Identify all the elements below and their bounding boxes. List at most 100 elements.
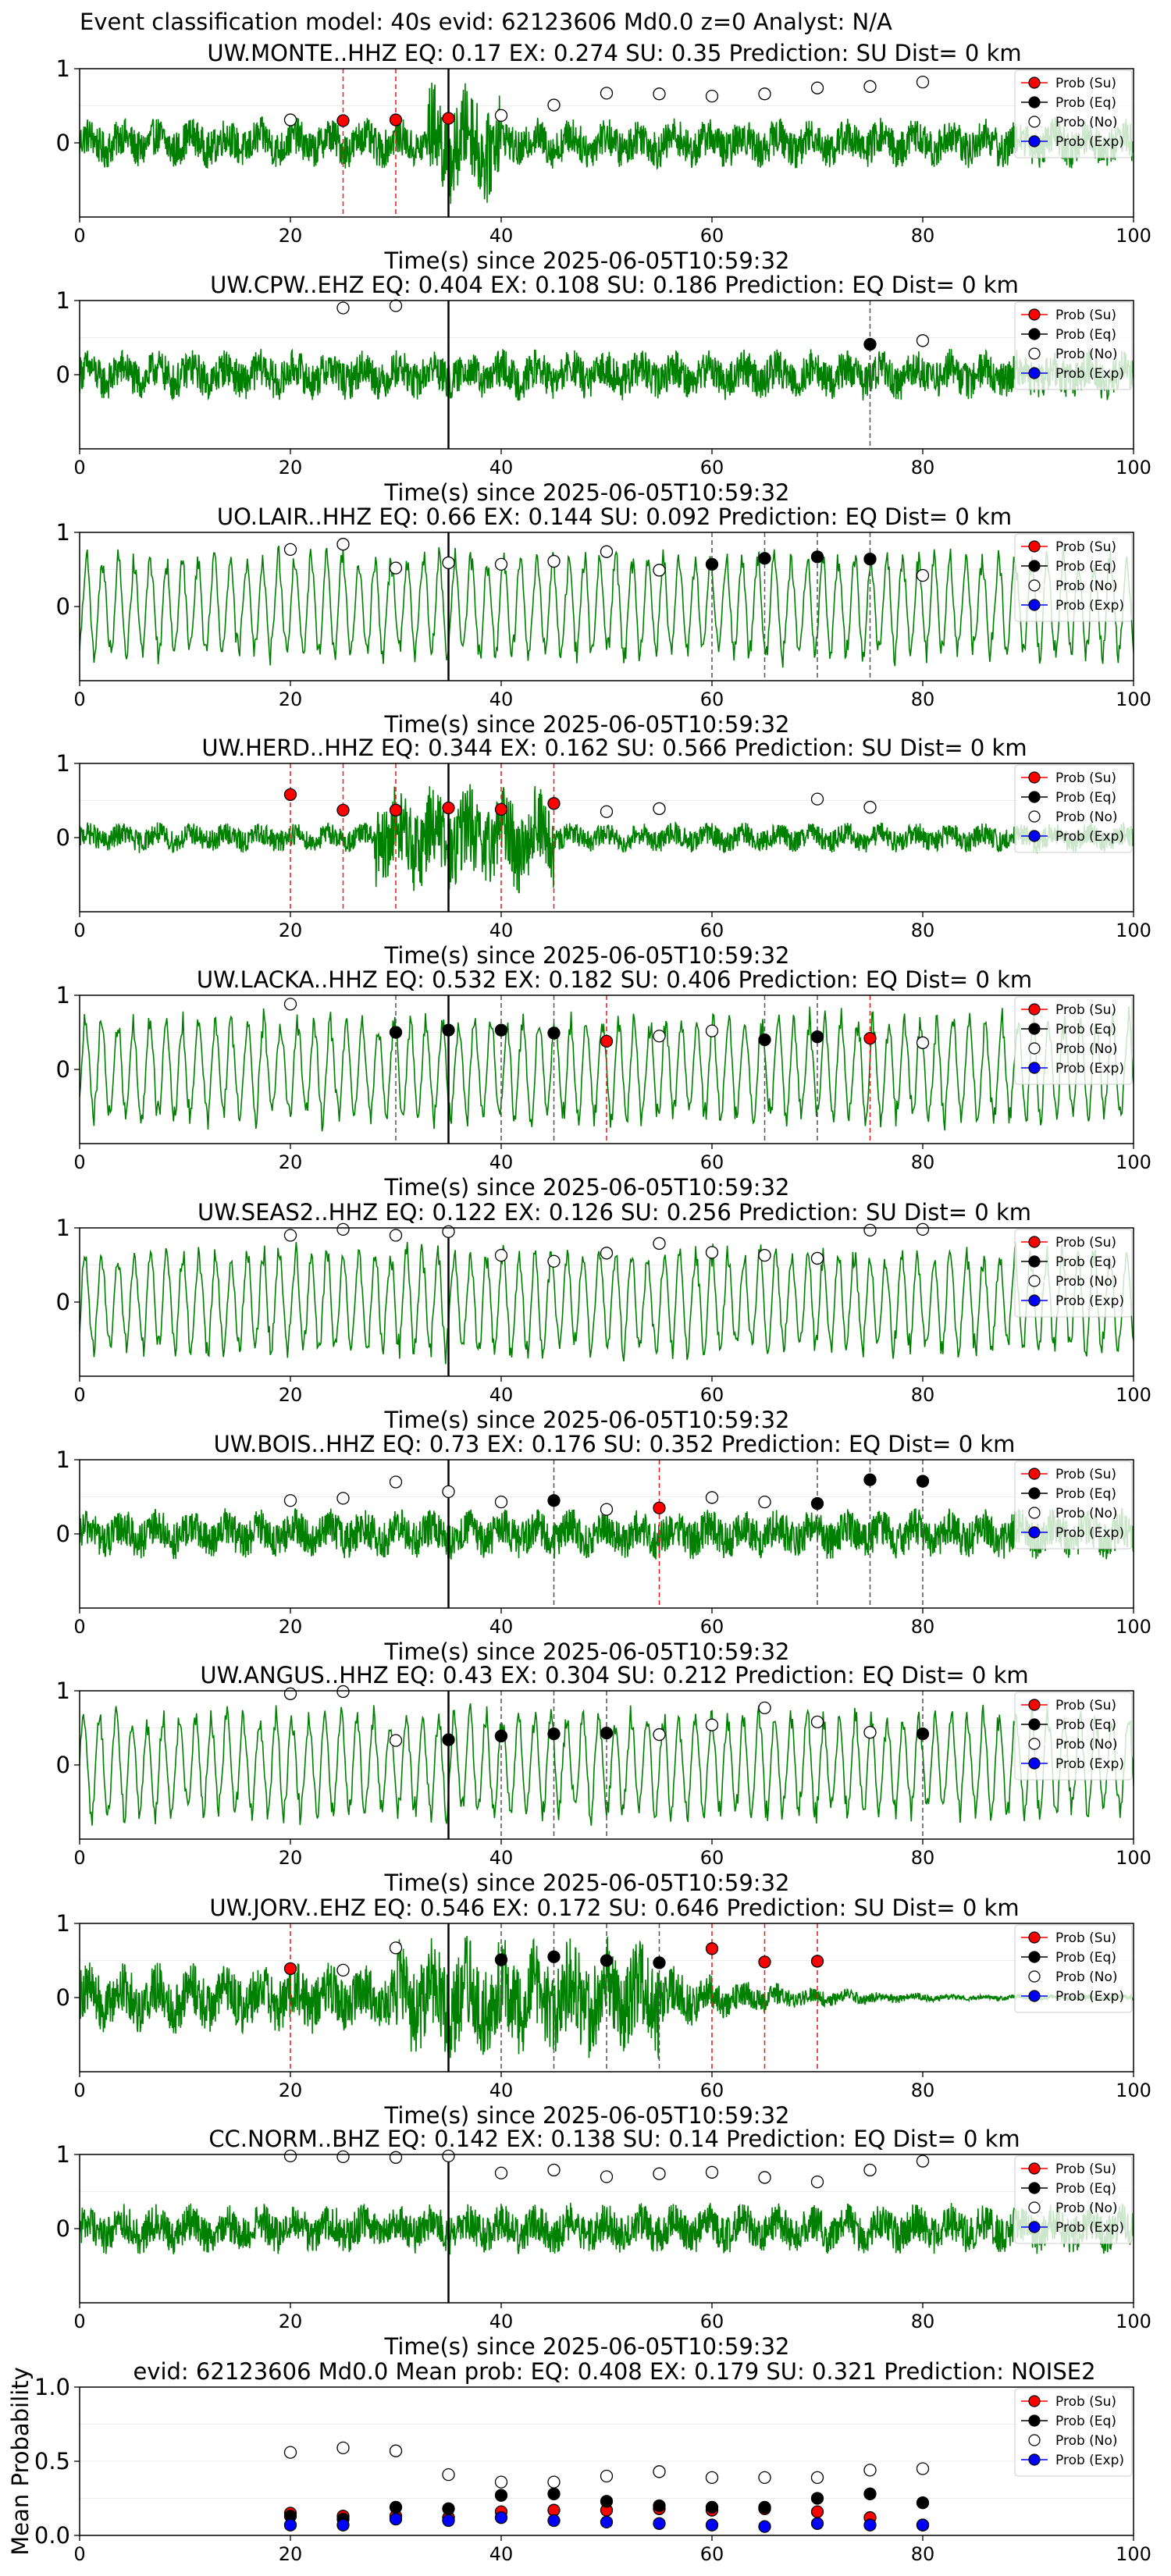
panel-title: UW.LACKA..HHZ EQ: 0.532 EX: 0.182 SU: 0.…	[197, 966, 1032, 993]
y-tick-label: 0	[56, 2215, 70, 2242]
x-tick-label: 0	[73, 920, 85, 941]
plot-area	[80, 1460, 1134, 1608]
legend-box	[1014, 301, 1133, 390]
panel-title: UO.LAIR..HHZ EQ: 0.66 EX: 0.144 SU: 0.09…	[217, 503, 1012, 530]
legend-marker	[1028, 76, 1041, 89]
chart-panel: 0 20 40 60 80 100 1 0 UO.LAIR..HHZ EQ: 0.66 EX: …	[56, 503, 1151, 738]
prob-no-point	[600, 1247, 614, 1260]
chart-panel: 0 20 40 60 80 100 1 0 UW.ANGUS..HHZ EQ: 0.43 EX:…	[56, 1662, 1151, 1896]
prob-no-point	[863, 80, 877, 93]
legend-label: Prob (Exp)	[1055, 1293, 1124, 1309]
prob-eq-point	[758, 1033, 771, 1047]
prob-eq-point	[810, 1030, 824, 1044]
legend-label: Prob (No)	[1055, 2201, 1118, 2216]
prob-eq-point	[547, 1727, 561, 1741]
prob-no-point	[705, 2471, 719, 2485]
prob-no-point	[810, 2175, 824, 2189]
legend-marker	[1028, 1526, 1041, 1539]
x-tick-label: 0	[73, 1847, 85, 1869]
prob-su-point	[442, 112, 455, 125]
y-tick-label: 1	[56, 1910, 70, 1937]
legend-marker	[1028, 2434, 1041, 2446]
plot-area	[80, 301, 1134, 449]
prob-eq-point	[547, 1494, 561, 1507]
legend-marker	[1028, 1699, 1041, 1711]
x-tick-label: 20	[279, 457, 303, 479]
prob-no-point	[758, 1249, 771, 1262]
panel-title: CC.NORM..BHZ EQ: 0.142 EX: 0.138 SU: 0.1…	[208, 2126, 1020, 2152]
x-tick-label: 20	[279, 2080, 303, 2101]
x-axis-label: Time(s) since 2025-06-05T10:59:32	[384, 2102, 790, 2129]
legend-marker	[1028, 560, 1041, 572]
y-tick-label: 1	[56, 1446, 70, 1473]
prob-su-point	[283, 1962, 297, 1976]
prob-su-point	[863, 1031, 877, 1045]
legend-marker	[1028, 540, 1041, 553]
figure-suptitle: Event classification model: 40s evid: 62…	[80, 9, 892, 35]
prob-exp-point	[547, 2514, 561, 2528]
prob-no-point	[547, 2163, 561, 2177]
prob-eq-point	[758, 552, 771, 565]
legend-marker	[1028, 328, 1041, 340]
legend-label: Prob (Eq)	[1055, 1486, 1116, 1502]
panel-title: UW.BOIS..HHZ EQ: 0.73 EX: 0.176 SU: 0.35…	[214, 1431, 1016, 1457]
legend-marker	[1028, 2453, 1041, 2466]
legend-marker	[1028, 1970, 1041, 1983]
y-tick-label: 0.5	[34, 2448, 70, 2475]
prob-no-point	[336, 538, 350, 551]
prob-no-point	[653, 2167, 666, 2180]
panel-title: UW.CPW..EHZ EQ: 0.404 EX: 0.108 SU: 0.18…	[210, 272, 1019, 298]
y-tick-label: 1	[56, 519, 70, 546]
prob-eq-point	[442, 1023, 455, 1037]
legend-label: Prob (Su)	[1055, 308, 1116, 323]
y-tick-label: 0	[56, 593, 70, 620]
prob-no-point	[494, 2166, 508, 2179]
x-tick-label: 100	[1116, 1384, 1151, 1406]
prob-eq-point	[863, 553, 877, 566]
prob-no-point	[336, 1963, 350, 1977]
prob-eq-point	[442, 2502, 455, 2515]
x-axis-label: Time(s) since 2025-06-05T10:59:32	[384, 942, 790, 969]
x-tick-label: 60	[700, 920, 724, 941]
y-tick-label: 0	[56, 1289, 70, 1315]
x-tick-label: 80	[911, 2311, 935, 2332]
legend-marker	[1028, 1294, 1041, 1307]
chart-panel: 0 20 40 60 80 100 1 0 UW.HERD..HHZ EQ: 0.344 EX:…	[56, 735, 1151, 969]
prob-no-point	[653, 1727, 666, 1742]
x-tick-label: 80	[911, 688, 935, 710]
prob-no-point	[389, 561, 403, 575]
x-tick-label: 60	[700, 688, 724, 710]
y-tick-label: 1	[56, 2141, 70, 2168]
prob-exp-point	[653, 2517, 666, 2530]
plot-area	[80, 1923, 1134, 2072]
plot-area	[80, 995, 1134, 1144]
legend-marker	[1028, 367, 1041, 379]
prob-no-point	[389, 299, 403, 312]
prob-exp-point	[810, 2517, 824, 2530]
x-tick-label: 20	[279, 920, 303, 941]
x-tick-label: 20	[279, 1151, 303, 1173]
x-tick-label: 60	[700, 1847, 724, 1869]
legend-label: Prob (Eq)	[1055, 327, 1116, 343]
prob-no-point	[442, 1485, 455, 1498]
prob-su-point	[810, 1955, 824, 1968]
legend-label: Prob (Eq)	[1055, 2181, 1116, 2197]
legend-label: Prob (Su)	[1055, 2161, 1116, 2177]
x-tick-label: 80	[911, 2543, 935, 2565]
prob-su-point	[705, 1942, 719, 1955]
prob-no-point	[389, 1734, 403, 1747]
prob-su-point	[810, 2505, 824, 2518]
prob-no-point	[547, 1254, 561, 1268]
waveform-trace	[80, 1006, 1134, 1132]
x-tick-label: 80	[911, 457, 935, 479]
prob-no-point	[758, 2471, 771, 2485]
prob-no-point	[705, 1024, 719, 1037]
x-tick-label: 40	[489, 1847, 514, 1869]
prob-no-point	[283, 998, 297, 1011]
prob-no-point	[863, 2163, 877, 2177]
legend-marker	[1028, 2395, 1041, 2407]
prob-no-point	[600, 805, 614, 818]
x-tick-label: 40	[489, 920, 514, 941]
y-tick-label: 0	[56, 1752, 70, 1778]
x-tick-label: 60	[700, 2080, 724, 2101]
